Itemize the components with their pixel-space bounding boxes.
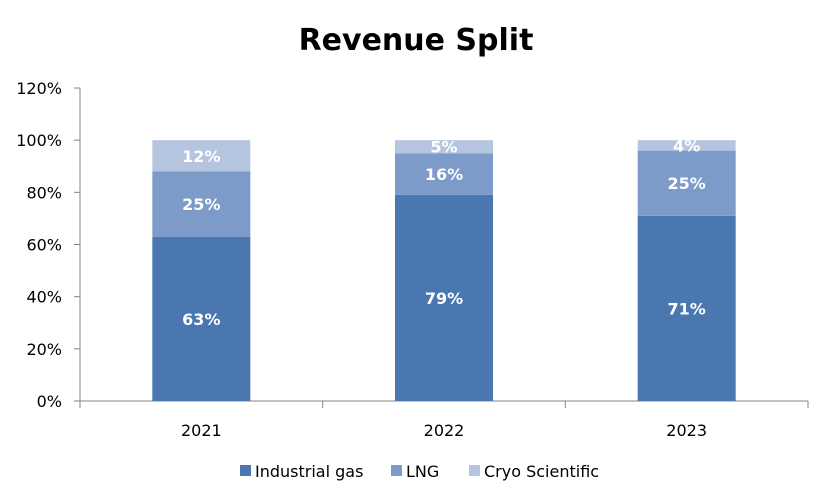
data-label: 12% [182,147,220,166]
bar-segment-cryo-scientific [637,140,736,151]
legend-item: Cryo Scientific [469,462,599,481]
legend-swatch [391,465,402,476]
legend-swatch [240,465,251,476]
x-tick-label: 2023 [666,421,707,440]
bar-segment-industrial-gas [395,194,493,401]
data-label: 25% [668,174,706,193]
legend-label: Industrial gas [255,462,363,481]
x-tick-label: 2022 [424,421,465,440]
y-tick-label: 80% [26,183,62,202]
data-label: 4% [673,136,700,155]
data-label: 63% [182,310,220,329]
bar-segment-cryo-scientific [395,140,493,154]
data-label: 16% [425,165,463,184]
data-label: 25% [182,195,220,214]
chart-title: Revenue Split [299,23,534,58]
legend: Industrial gas LNG Cryo Scientific [240,462,599,481]
y-tick-label: 100% [16,131,62,150]
y-axis: 0% 20% 40% 60% 80% 100% 120% [16,79,81,411]
y-tick-label: 120% [16,79,62,98]
legend-item: LNG [391,462,439,481]
bar-segment-lng [152,171,251,237]
bar-stack-2023: 71% 25% 4% [637,136,736,401]
x-axis: 2021 2022 2023 [79,400,809,440]
y-tick-label: 0% [37,392,62,411]
bar-stack-2022: 79% 16% 5% [395,138,493,401]
bars: 63% 25% 12% 79% 16% 5% 71% 25% 4% [152,136,736,401]
legend-label: Cryo Scientific [484,462,599,481]
legend-label: LNG [406,462,439,481]
data-label: 79% [425,289,463,308]
data-label: 71% [668,299,706,318]
bar-stack-2021: 63% 25% 12% [152,140,251,401]
legend-item: Industrial gas [240,462,363,481]
x-tick-label: 2021 [181,421,222,440]
y-tick-label: 20% [26,340,62,359]
data-label: 5% [430,138,457,157]
y-tick-label: 40% [26,288,62,307]
bar-segment-industrial-gas [637,215,736,401]
bar-segment-lng [395,153,493,195]
y-tick-label: 60% [26,236,62,255]
bar-segment-cryo-scientific [152,140,251,172]
legend-swatch [469,465,480,476]
bar-segment-lng [637,150,736,216]
bar-segment-industrial-gas [152,236,251,401]
